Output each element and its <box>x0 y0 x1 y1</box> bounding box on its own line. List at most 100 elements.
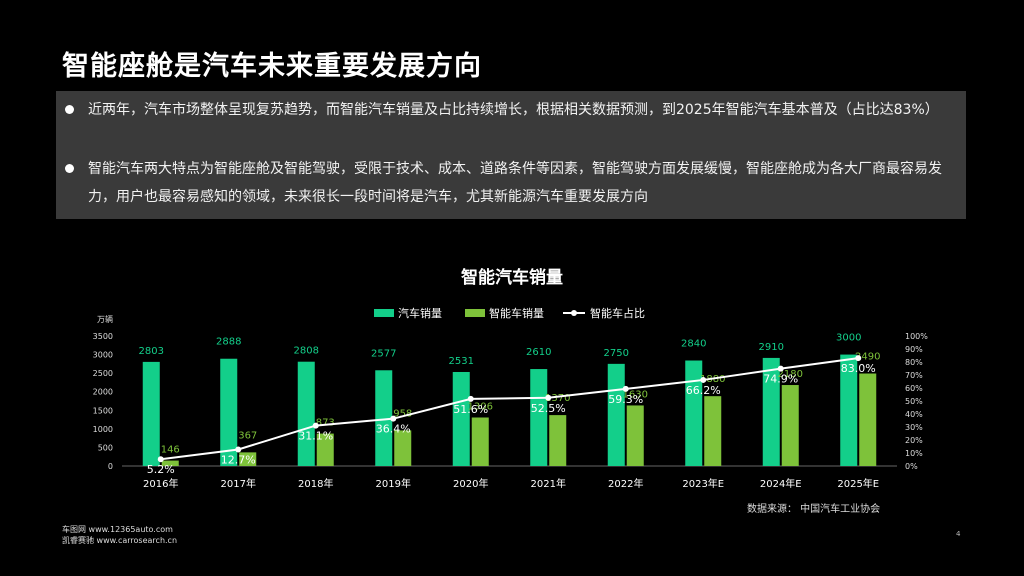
legend-marker-share <box>571 310 577 316</box>
share-value-label: 31.1% <box>298 430 333 443</box>
bar-smart-sales <box>239 452 257 466</box>
bar-total-sales <box>142 361 160 466</box>
share-value-label: 59.3% <box>608 393 643 406</box>
share-point <box>390 415 397 422</box>
y-tick-label: 1500 <box>93 406 113 415</box>
bar-smart-value-label: 1306 <box>468 401 493 412</box>
x-tick-label: 2024年E <box>760 477 802 490</box>
bar-total-value-label: 2840 <box>681 339 706 350</box>
bar-smart-value-label: 1370 <box>545 393 570 404</box>
y2-tick-label: 90% <box>905 345 923 354</box>
bar-total-value-label: 2808 <box>294 346 319 357</box>
y2-tick-label: 30% <box>905 423 923 432</box>
bar-total-value-label: 2577 <box>371 348 396 359</box>
y2-tick-label: 0% <box>905 462 918 471</box>
x-tick-label: 2022年 <box>608 477 643 490</box>
bar-total-sales <box>452 371 470 466</box>
bar-smart-sales <box>859 373 877 466</box>
bullet-1-text: 近两年，汽车市场整体呈现复苏趋势，而智能汽车销量及占比持续增长，根据相关数据预测… <box>88 102 939 118</box>
y2-tick-label: 40% <box>905 410 923 419</box>
bar-total-value-label: 2610 <box>526 347 551 358</box>
y-tick-label: 3500 <box>93 332 113 341</box>
footer-line-1: 车图网 www.12365auto.com <box>62 525 173 534</box>
share-value-label: 66.2% <box>686 384 721 397</box>
bar-total-sales <box>762 357 780 466</box>
footer-line-2: 凯睿赛驰 www.carrosearch.cn <box>62 536 178 545</box>
share-point <box>855 355 862 362</box>
summary-box: 近两年，汽车市场整体呈现复苏趋势，而智能汽车销量及占比持续增长，根据相关数据预测… <box>56 91 966 219</box>
share-line <box>160 357 859 461</box>
y-tick-label: 500 <box>98 443 113 452</box>
chart-title: 智能汽车销量 <box>461 267 563 288</box>
x-tick-label: 2019年 <box>376 477 411 490</box>
bar-smart-value-label: 1880 <box>700 374 725 385</box>
y2-tick-label: 10% <box>905 449 923 458</box>
y2-tick-label: 100% <box>905 332 928 341</box>
bar-total-sales <box>607 363 625 466</box>
share-point <box>235 446 242 453</box>
bullet-2: 智能汽车两大特点为智能座舱及智能驾驶，受限于技术、成本、道路条件等因素，智能驾驶… <box>65 155 953 211</box>
legend-label-share: 智能车占比 <box>590 306 645 320</box>
y-tick-label: 2000 <box>93 388 113 397</box>
bar-total-sales <box>685 360 703 466</box>
x-tick-label: 2017年 <box>221 477 256 490</box>
share-point <box>157 456 164 463</box>
y-tick-label: 1000 <box>93 425 113 434</box>
y2-tick-label: 20% <box>905 436 923 445</box>
legend-swatch-smart <box>465 309 485 317</box>
share-value-label: 83.0% <box>841 362 876 375</box>
bar-total-sales <box>530 369 548 466</box>
slide-title: 智能座舱是汽车未来重要发展方向 <box>62 51 482 82</box>
bar-smart-value-label: 873 <box>316 418 335 429</box>
bar-total-sales <box>220 358 238 466</box>
bullet-1: 近两年，汽车市场整体呈现复苏趋势，而智能汽车销量及占比持续增长，根据相关数据预测… <box>65 96 953 124</box>
bar-smart-value-label: 146 <box>161 445 180 456</box>
share-point <box>467 395 474 402</box>
bar-total-value-label: 2531 <box>449 356 474 367</box>
bullet-2-text: 智能汽车两大特点为智能座舱及智能驾驶，受限于技术、成本、道路条件等因素，智能驾驶… <box>88 161 942 205</box>
share-point <box>700 376 707 383</box>
x-tick-label: 2020年 <box>453 477 488 490</box>
y2-tick-label: 60% <box>905 384 923 393</box>
bar-smart-sales <box>394 430 412 466</box>
x-tick-label: 2025年E <box>837 477 879 490</box>
legend-label-total: 汽车销量 <box>398 306 442 320</box>
share-point <box>312 422 319 429</box>
bar-total-value-label: 2910 <box>759 342 784 353</box>
bar-total-value-label: 2750 <box>604 348 629 359</box>
bar-smart-sales <box>549 415 567 466</box>
y2-tick-label: 50% <box>905 397 923 406</box>
bullet-dot-icon <box>65 164 74 173</box>
bar-smart-sales <box>316 433 334 466</box>
x-tick-label: 2016年 <box>143 477 178 490</box>
bar-smart-value-label: 2180 <box>778 369 803 380</box>
share-value-label: 52.5% <box>531 402 566 415</box>
page-number: 4 <box>956 530 961 538</box>
legend-label-smart: 智能车销量 <box>489 306 544 320</box>
bar-smart-value-label: 1630 <box>623 389 648 400</box>
bar-total-value-label: 3000 <box>836 333 861 344</box>
bar-smart-sales <box>704 396 722 466</box>
y2-tick-label: 70% <box>905 371 923 380</box>
bar-smart-value-label: 958 <box>393 408 412 419</box>
x-tick-label: 2021年 <box>531 477 566 490</box>
x-tick-label: 2018年 <box>298 477 333 490</box>
legend-swatch-total <box>374 309 394 317</box>
share-value-label: 5.2% <box>147 463 175 476</box>
bar-total-value-label: 2803 <box>139 346 164 357</box>
bar-smart-sales <box>781 385 799 466</box>
bar-total-sales <box>375 370 393 466</box>
bar-total-sales <box>297 361 315 466</box>
bar-smart-value-label: 367 <box>238 430 257 441</box>
bar-total-value-label: 2888 <box>216 337 241 348</box>
share-point <box>777 365 784 372</box>
share-point <box>622 385 629 392</box>
bar-smart-sales <box>161 460 179 466</box>
share-point <box>545 394 552 401</box>
share-value-label: 36.4% <box>376 423 411 436</box>
x-tick-label: 2023年E <box>682 477 724 490</box>
y-tick-label: 2500 <box>93 369 113 378</box>
bar-total-sales <box>840 354 858 466</box>
share-value-label: 74.9% <box>763 373 798 386</box>
